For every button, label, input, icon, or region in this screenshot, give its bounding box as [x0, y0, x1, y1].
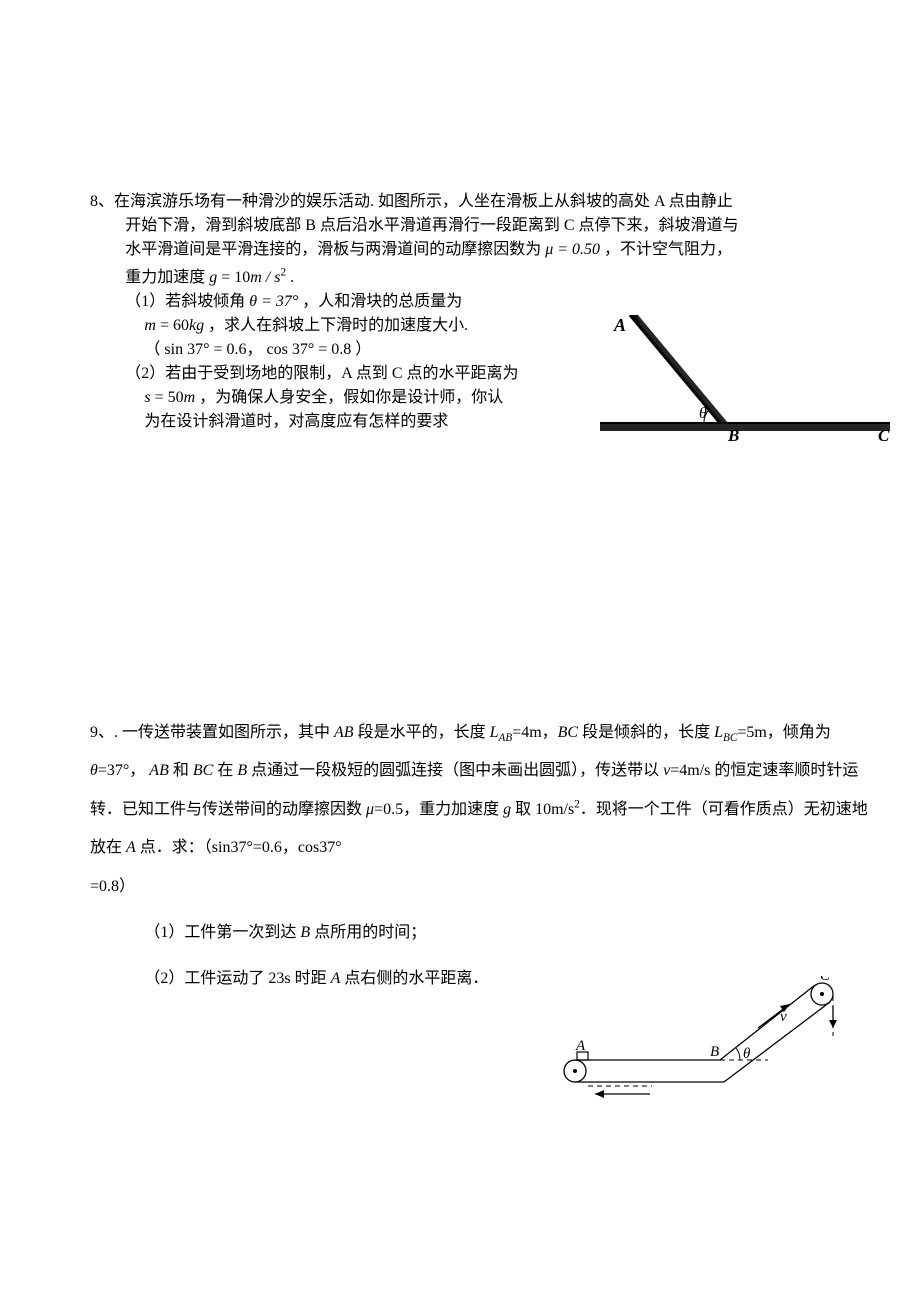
- p8-s1b-post: ，求人在斜坡上下滑时的加速度大小.: [208, 317, 468, 334]
- problem-9-text: 9、. 一传送带装置如图所示，其中 AB 段是水平的，长度 LAB=4m，BC …: [90, 714, 880, 906]
- p9-belt-top: [575, 985, 815, 1060]
- p9-t2: 段是水平的，长度: [354, 724, 490, 741]
- p8-l1c-pre: 水平滑道间是平滑连接的，滑板与两滑道间的动摩擦因数为: [125, 241, 541, 258]
- p8-s2a: （2）若由于受到场地的限制，A 点到 C 点的水平距离为: [125, 365, 518, 382]
- p9-s1: （1）工件第一次到达: [144, 924, 300, 941]
- p9-label-theta: θ: [743, 1046, 751, 1062]
- p8-l1c-row: 水平滑道间是平滑连接的，滑板与两滑道间的动摩擦因数为 μ = 0.50 ，不计空…: [90, 238, 880, 262]
- problem-8-head: 8、 在海滨游乐场有一种滑沙的娱乐活动. 如图所示，人坐在滑板上从斜坡的高处 A…: [90, 190, 880, 214]
- p9-Ai: A: [126, 839, 136, 856]
- p8-s1c: （ sin 37° = 0.6， cos 37° = 0.8 ）: [144, 341, 371, 358]
- p9-label-A: A: [575, 1038, 586, 1054]
- p9-pulley-C-dot: [820, 992, 824, 996]
- p8-theta-eq: θ = 37°: [249, 293, 298, 310]
- p9-s1-B: B: [300, 924, 310, 941]
- p9-g: g: [503, 801, 511, 818]
- problem-8-number: 8、: [90, 190, 114, 214]
- p8-l1b-row: 开始下滑，滑到斜坡底部 B 点后沿水平滑道再滑行一段距离到 C 点停下来，斜坡滑…: [90, 214, 880, 238]
- p8-s2b-eq: = 50: [151, 389, 184, 406]
- p9-t13: 取 10m/s: [515, 801, 574, 818]
- p8-l2-row: 重力加速度 g = 10m / s2 .: [90, 266, 880, 290]
- problem-9-number: 9、: [90, 724, 114, 741]
- p9-label-v: v: [780, 1009, 787, 1025]
- p9-pulley-A-dot: [573, 1069, 577, 1073]
- p9-AB1: AB: [334, 724, 354, 741]
- p9-angle-arc: [736, 1048, 740, 1060]
- p8-ground-fill: [600, 423, 890, 431]
- p9-LBC: L: [714, 724, 723, 741]
- p8-sub1-row2: m = 60kg ，求人在斜坡上下滑时的加速度大小.: [90, 314, 574, 338]
- p9-arrow-down-head: [829, 1020, 837, 1028]
- p8-sub2-row2: s = 50m ，为确保人身安全，假如你是设计师，你认: [90, 386, 574, 410]
- p8-s2b-m: m: [184, 389, 196, 406]
- p9-LAB-sub: AB: [499, 732, 513, 744]
- p9-s1b: 点所用的时间；: [310, 924, 426, 941]
- p9-LBC-sub: BC: [723, 732, 737, 744]
- p9-AB2: AB: [149, 762, 169, 779]
- p9-t1: . 一传送带装置如图所示，其中: [114, 724, 334, 741]
- p8-l2-pre: 重力加速度: [125, 269, 205, 286]
- p9-t8: 和: [169, 762, 193, 779]
- p8-mu-eq: μ = 0.50: [545, 241, 600, 258]
- p8-s1b-m: m: [144, 317, 156, 334]
- p8-g-c: m / s: [250, 269, 280, 286]
- p9-BC2: BC: [193, 762, 213, 779]
- p8-g-sup: 2: [280, 267, 286, 279]
- p9-s2: （2）工件运动了 23s 时距: [144, 970, 330, 987]
- p8-label-C: C: [878, 426, 890, 445]
- p8-g-b: = 10: [217, 269, 250, 286]
- p8-l1b: 开始下滑，滑到斜坡底部 B 点后沿水平滑道再滑行一段距离到 C 点停下来，斜坡滑…: [125, 217, 738, 234]
- p9-t7: =37°，: [98, 762, 149, 779]
- p8-l1a: 在海滨游乐场有一种滑沙的娱乐活动. 如图所示，人坐在滑板上从斜坡的高处 A 点由…: [114, 193, 733, 210]
- p8-label-B: B: [727, 426, 739, 445]
- p9-arrow-bottom-head: [595, 1090, 604, 1098]
- p9-figure: A B θ v C: [540, 976, 850, 1106]
- problem-8: 8、 在海滨游乐场有一种滑沙的娱乐活动. 如图所示，人坐在滑板上从斜坡的高处 A…: [90, 190, 880, 434]
- p9-t9: 在: [213, 762, 237, 779]
- p9-label-C: C: [820, 976, 831, 984]
- p9-s2-A: A: [331, 970, 341, 987]
- p9-t6: 倾角为: [783, 724, 831, 741]
- p9-s2b: 点右侧的水平距离．: [340, 970, 488, 987]
- p9-LAB: L: [490, 724, 499, 741]
- p8-sub2-row3: 为在设计斜滑道时，对高度应有怎样的要求: [90, 410, 574, 434]
- p9-belt-bottom: [575, 1002, 830, 1082]
- problem-8-body: 在海滨游乐场有一种滑沙的娱乐活动. 如图所示，人坐在滑板上从斜坡的高处 A 点由…: [114, 190, 880, 214]
- p9-th: θ: [90, 762, 98, 779]
- p8-sub2-row1: （2）若由于受到场地的限制，A 点到 C 点的水平距离为: [90, 362, 555, 386]
- p8-label-theta: θ: [699, 405, 707, 422]
- p8-s2b-post: ，为确保人身安全，假如你是设计师，你认: [199, 389, 503, 406]
- p8-sub1-row3: （ sin 37° = 0.6， cos 37° = 0.8 ）: [90, 338, 574, 362]
- p9-mu: μ: [366, 801, 374, 818]
- p8-s1b-kg: kg: [189, 317, 204, 334]
- p8-g-a: g: [209, 269, 217, 286]
- p9-t4: 段是倾斜的，长度: [578, 724, 714, 741]
- p9-t3: =4m，: [512, 724, 557, 741]
- p8-s1-pre: （1）若斜坡倾角: [125, 293, 245, 310]
- p9-t12: =0.5，重力加速度: [374, 801, 503, 818]
- p9-label-B: B: [710, 1044, 719, 1060]
- p8-l1c-post: ，不计空气阻力，: [604, 241, 732, 258]
- p9-t16: =0.8）: [90, 878, 135, 895]
- p9-t10: 点通过一段极短的圆弧连接（图中未画出圆弧），传送带以: [247, 762, 659, 779]
- p8-l2-post: .: [290, 269, 294, 286]
- p8-s2c: 为在设计斜滑道时，对高度应有怎样的要求: [144, 413, 448, 430]
- problem-9: 9、. 一传送带装置如图所示，其中 AB 段是水平的，长度 LAB=4m，BC …: [90, 714, 880, 999]
- page: 8、 在海滨游乐场有一种滑沙的娱乐活动. 如图所示，人坐在滑板上从斜坡的高处 A…: [0, 0, 920, 1303]
- p8-s1b-eq: = 60: [156, 317, 189, 334]
- p9-BC1: BC: [558, 724, 578, 741]
- p8-sub1-row1: （1）若斜坡倾角 θ = 37° ，人和滑块的总质量为: [90, 290, 555, 314]
- p8-figure: A θ B C: [600, 315, 890, 450]
- p9-Bi: B: [237, 762, 247, 779]
- p9-t15: 点．求：（sin37°=0.6，cos37°: [136, 839, 342, 856]
- p9-sub1: （1）工件第一次到达 B 点所用的时间；: [90, 914, 880, 952]
- p8-s1-post: ，人和滑块的总质量为: [302, 293, 462, 310]
- p8-label-A: A: [613, 315, 626, 335]
- p9-t5: =5m，: [737, 724, 782, 741]
